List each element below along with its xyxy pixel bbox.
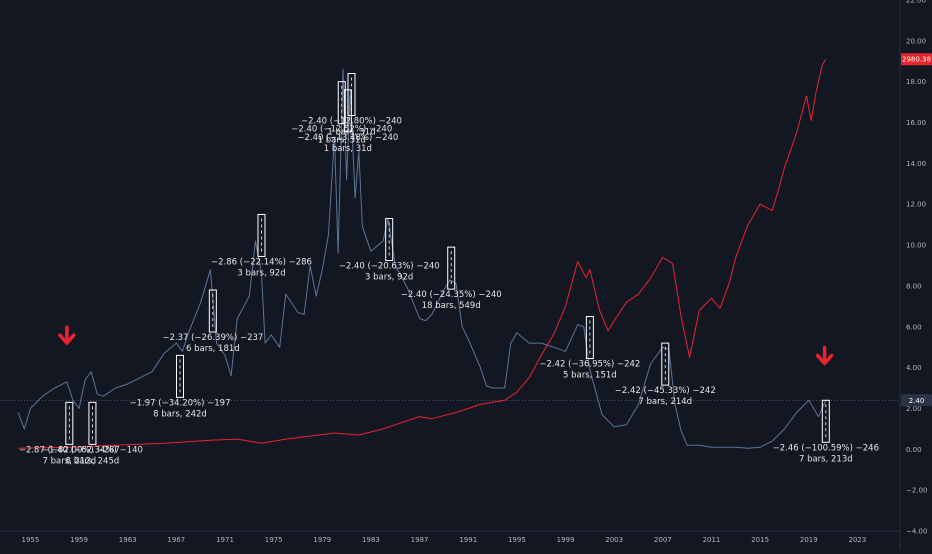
- y-tick-label: 0.00: [906, 446, 922, 454]
- series-line-0: [18, 58, 827, 449]
- annotation-bars: 1 bars, 31d: [324, 144, 372, 154]
- drawdown-box: [821, 399, 830, 443]
- y-tick-label: 8.00: [906, 282, 922, 290]
- annotation-bars: 18 bars, 549d: [422, 301, 481, 311]
- annotation-bars: 3 bars, 92d: [365, 273, 413, 283]
- annotation-value: −2.40 (−24.35%) −240: [401, 290, 502, 300]
- last-value-tag: [901, 394, 932, 407]
- x-tick-label: 2007: [654, 536, 672, 544]
- x-tick-label: 2015: [751, 536, 769, 544]
- y-tick-label: −4.00: [906, 528, 927, 536]
- drawdown-box: [176, 354, 184, 398]
- annotation-value: −2.87 (−82.00%) −287: [19, 445, 120, 455]
- y-tick-label: 16.00: [906, 119, 926, 127]
- y-tick-label: 18.00: [906, 78, 926, 86]
- annotation-bars: 1 bars, 31d: [318, 136, 366, 146]
- annotation-bars: 8 bars, 245d: [66, 456, 120, 466]
- y-tick-label: 20.00: [906, 37, 926, 45]
- last-value-label: 2980.38: [902, 56, 931, 64]
- drawdown-box: [337, 81, 346, 125]
- marker-layer: [58, 325, 834, 366]
- x-tick-label: 1987: [411, 536, 429, 544]
- annotation-bars: 3 bars, 92d: [237, 268, 285, 278]
- y-tick-label: 12.00: [906, 201, 926, 209]
- drawdown-box: [257, 213, 266, 257]
- annotation-bars: 1 bars, 31d: [327, 128, 375, 138]
- y-tick-label: 14.00: [906, 160, 926, 168]
- drawdown-box: [661, 342, 670, 386]
- annotation-bars: 8 bars, 242d: [153, 409, 207, 419]
- series-line-1: [17, 68, 827, 449]
- drawdown-box: [447, 246, 456, 290]
- annotation-value: −2.42 (−45.33%) −242: [615, 386, 716, 396]
- annotation-value: −2.40 (−13.48%) −240: [297, 133, 398, 143]
- x-tick-label: 1959: [70, 536, 88, 544]
- annotation-bars: 5 bars, 151d: [563, 371, 617, 381]
- y-tick-label: −2.00: [906, 487, 927, 495]
- x-tick-label: 1967: [167, 536, 185, 544]
- x-tick-label: 2023: [849, 536, 867, 544]
- series-layer: [17, 58, 827, 449]
- annotation-value: −2.40 (−12.52%) −240: [291, 125, 392, 135]
- x-tick-label: 2011: [703, 536, 721, 544]
- annotation-value: −2.46 (−100.59%) −246: [773, 443, 879, 453]
- annotation-value: −2.37 (−26.39%) −237: [162, 333, 263, 343]
- last-value-label: 2.40: [909, 397, 925, 405]
- annotation-bars: 6 bars, 181d: [186, 344, 240, 354]
- x-tick-label: 1991: [459, 536, 477, 544]
- x-tick-label: 1979: [313, 536, 331, 544]
- annotation-bars: 7 bars, 212d: [42, 456, 96, 466]
- drawdown-box: [585, 316, 594, 360]
- y-axis: −4.00 −2.00 0.00 2.00 4.00 6.00 8.00 10.00 12.00…: [906, 0, 927, 536]
- last-value-labels: 2980.38 2.40: [901, 53, 932, 407]
- red-arrow-down-icon: [815, 345, 834, 366]
- x-tick-label: 2019: [800, 536, 818, 544]
- annotation-value: −2.40 (−20.63%) −240: [339, 262, 440, 272]
- x-tick-label: 2003: [605, 536, 623, 544]
- y-tick-label: 10.00: [906, 242, 926, 250]
- last-value-tag: [901, 53, 932, 66]
- annotation-value: −1.97 (−34.20%) −197: [130, 398, 231, 408]
- x-tick-label: 1971: [216, 536, 234, 544]
- y-tick-label: 6.00: [906, 323, 922, 331]
- drawdown-box: [208, 289, 217, 333]
- y-tick-label: 4.00: [906, 364, 922, 372]
- y-tick-label: 2.00: [906, 405, 922, 413]
- drawdown-box: [88, 401, 97, 445]
- annotation-bars: 7 bars, 213d: [799, 454, 853, 464]
- drawdown-box: [343, 89, 352, 133]
- annotation-bars: 7 bars, 214d: [638, 397, 692, 407]
- x-tick-label: 1955: [21, 536, 39, 544]
- x-axis: 1955 1959 1963 1967 1971 1975 1979 1983 1987 1991…: [21, 536, 866, 544]
- drawdown-box: [65, 401, 74, 445]
- x-tick-label: 1995: [508, 536, 526, 544]
- annotation-value: −2.42 (−36.95%) −242: [539, 360, 640, 370]
- x-tick-label: 1999: [557, 536, 575, 544]
- x-tick-label: 1963: [119, 536, 137, 544]
- annotation-value: −1.40 (−62.34%) −140: [42, 445, 143, 455]
- red-arrow-down-icon: [58, 325, 76, 345]
- x-tick-label: 1975: [265, 536, 283, 544]
- annotation-value: −2.86 (−22.14%) −286: [211, 257, 312, 267]
- drawdown-box: [385, 218, 394, 262]
- y-tick-label: 22.00: [906, 0, 926, 5]
- x-tick-label: 1983: [362, 536, 380, 544]
